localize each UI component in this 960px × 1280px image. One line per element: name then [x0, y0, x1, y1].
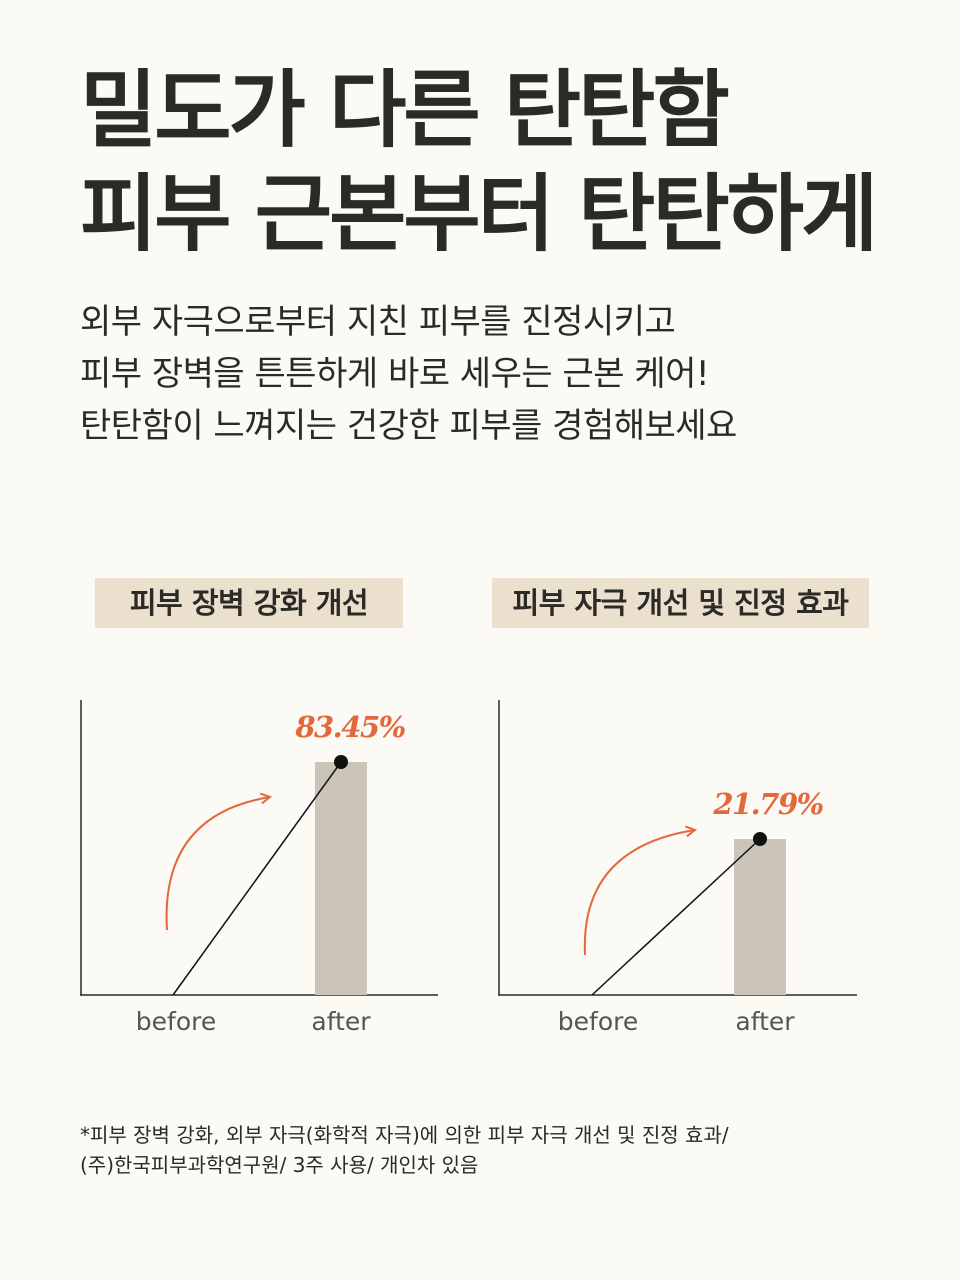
chart-soothing-after-bar: [734, 839, 786, 995]
headline: 밀도가 다른 탄탄함 피부 근본부터 탄탄하게: [80, 58, 878, 266]
headline-line-2: 피부 근본부터 탄탄하게: [80, 165, 878, 263]
chart-barrier: 83.45% before after: [80, 700, 438, 1036]
chart-title-barrier: 피부 장벽 강화 개선: [95, 578, 403, 628]
footnote: *피부 장벽 강화, 외부 자극(화학적 자극)에 의한 피부 자극 개선 및 …: [80, 1120, 729, 1180]
footnote-line-2: (주)한국피부과학연구원/ 3주 사용/ 개인차 있음: [80, 1153, 479, 1177]
description: 외부 자극으로부터 지친 피부를 진정시키고 피부 장벽을 튼튼하게 바로 세우…: [80, 296, 737, 452]
footnote-line-1: *피부 장벽 강화, 외부 자극(화학적 자극)에 의한 피부 자극 개선 및 …: [80, 1123, 729, 1147]
description-line-2: 피부 장벽을 튼튼하게 바로 세우는 근본 케어!: [80, 354, 710, 394]
chart-soothing-x-label-before: before: [558, 1007, 638, 1036]
chart-barrier-after-bar: [315, 762, 367, 995]
headline-line-1: 밀도가 다른 탄탄함: [80, 61, 730, 159]
chart-soothing-trend-line: [591, 838, 761, 996]
chart-soothing-x-label-after: after: [735, 1007, 795, 1036]
description-line-1: 외부 자극으로부터 지친 피부를 진정시키고: [80, 302, 676, 342]
chart-soothing-growth-arrow: [583, 830, 695, 956]
chart-title-soothing: 피부 자극 개선 및 진정 효과: [492, 578, 869, 628]
chart-barrier-value-label: 83.45%: [294, 710, 405, 744]
chart-soothing-after-point: [753, 832, 767, 846]
chart-barrier-x-label-after: after: [311, 1007, 371, 1036]
chart-barrier-x-label-before: before: [136, 1007, 216, 1036]
chart-barrier-after-point: [334, 755, 348, 769]
chart-barrier-trend-line: [172, 761, 342, 996]
chart-soothing-value-label: 21.79%: [712, 787, 823, 821]
chart-soothing: 21.79% before after: [498, 700, 857, 1036]
chart-barrier-growth-arrow: [165, 797, 270, 931]
description-line-3: 탄탄함이 느껴지는 건강한 피부를 경험해보세요: [80, 406, 737, 446]
